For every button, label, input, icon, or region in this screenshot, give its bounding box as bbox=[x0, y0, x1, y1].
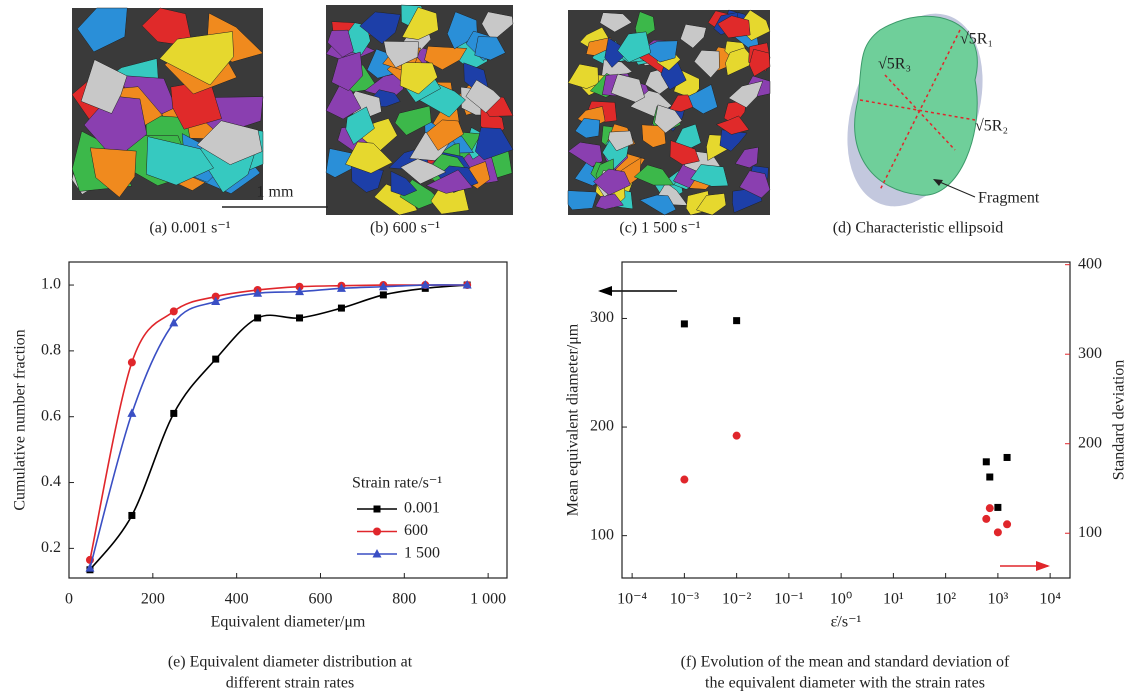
caption: (c) 1 500 s⁻¹ bbox=[619, 220, 700, 237]
plot-frame bbox=[69, 262, 507, 578]
y2-axis-label: Standard deviation bbox=[1111, 360, 1128, 480]
marker bbox=[127, 408, 136, 417]
y-tick-label: 200 bbox=[590, 418, 614, 435]
marker bbox=[254, 314, 261, 321]
marker bbox=[128, 358, 136, 366]
caption: the equivalent diameter with the strain … bbox=[705, 675, 985, 692]
marker bbox=[1003, 520, 1011, 528]
marker bbox=[338, 305, 345, 312]
marker bbox=[1004, 454, 1011, 461]
marker bbox=[170, 307, 178, 315]
legend-label: 0.001 bbox=[404, 500, 440, 517]
y-tick-label: 200 bbox=[1078, 434, 1102, 451]
fragment-label: Fragment bbox=[978, 190, 1040, 207]
x-tick-label: 10³ bbox=[987, 591, 1008, 608]
ellipsoid-label: √5R₁ bbox=[960, 31, 993, 48]
marker bbox=[986, 474, 993, 481]
x-tick-label: 10⁰ bbox=[830, 591, 852, 608]
marker bbox=[994, 528, 1002, 536]
x-tick-label: 600 bbox=[308, 591, 332, 608]
caption: (d) Characteristic ellipsoid bbox=[833, 220, 1004, 237]
marker bbox=[212, 356, 219, 363]
x-tick-label: 400 bbox=[225, 591, 249, 608]
marker bbox=[986, 504, 994, 512]
x-tick-label: 10⁴ bbox=[1039, 591, 1061, 608]
x-tick-label: 800 bbox=[392, 591, 416, 608]
y-tick-label: 0.2 bbox=[41, 539, 61, 556]
plot-frame bbox=[622, 262, 1070, 578]
caption: (f) Evolution of the mean and standard d… bbox=[681, 654, 1010, 671]
ellipsoid-label: √5R₂ bbox=[975, 118, 1008, 135]
y-tick-label: 100 bbox=[1078, 524, 1102, 541]
y-tick-label: 100 bbox=[590, 526, 614, 543]
marker bbox=[374, 506, 381, 513]
marker bbox=[733, 317, 740, 324]
fragment-piece bbox=[568, 191, 597, 210]
marker bbox=[296, 314, 303, 321]
x-tick-label: 10⁻³ bbox=[670, 591, 699, 608]
marker bbox=[128, 512, 135, 519]
y-tick-label: 0.4 bbox=[41, 473, 61, 490]
marker bbox=[373, 528, 381, 536]
marker bbox=[994, 504, 1001, 511]
y-tick-label: 0.6 bbox=[41, 407, 61, 424]
marker bbox=[380, 291, 387, 298]
x-tick-label: 0 bbox=[65, 591, 73, 608]
marker bbox=[170, 410, 177, 417]
x-axis-label: ε̇/s⁻¹ bbox=[831, 614, 862, 631]
marker bbox=[681, 320, 688, 327]
fragment-images bbox=[72, 5, 770, 215]
ellipsoid-label: √5R₃ bbox=[878, 56, 911, 73]
x-tick-label: 10⁻⁴ bbox=[617, 591, 647, 608]
legend-label: 600 bbox=[404, 522, 428, 539]
y-axis-label: Mean equivalent diameter/μm bbox=[565, 323, 582, 516]
caption: different strain rates bbox=[226, 675, 355, 692]
y-tick-label: 300 bbox=[590, 309, 614, 326]
series-line bbox=[90, 285, 467, 560]
y-tick-label: 400 bbox=[1078, 255, 1102, 272]
scale-bar-label: 1 mm bbox=[257, 184, 294, 201]
x-tick-label: 10⁻² bbox=[722, 591, 751, 608]
axis-arrow-head bbox=[1036, 561, 1050, 571]
x-tick-label: 10¹ bbox=[883, 591, 904, 608]
legend-label: 1 500 bbox=[404, 545, 440, 562]
x-tick-label: 200 bbox=[141, 591, 165, 608]
x-tick-label: 10² bbox=[935, 591, 956, 608]
figure: 1 mm √5R₁ √5R₃ √5R₂ Fragment (a) 0.001 s… bbox=[0, 0, 1131, 693]
fragment bbox=[855, 16, 978, 195]
x-tick-label: 1 000 bbox=[470, 591, 506, 608]
caption: (a) 0.001 s⁻¹ bbox=[149, 220, 230, 237]
marker bbox=[680, 476, 688, 484]
marker bbox=[982, 515, 990, 523]
x-tick-label: 10⁻¹ bbox=[774, 591, 803, 608]
y-axis-label: Cumulative number fraction bbox=[12, 329, 29, 510]
axis-arrow-head bbox=[598, 286, 612, 296]
legend-title: Strain rate/s⁻¹ bbox=[352, 475, 442, 492]
y-tick-label: 1.0 bbox=[41, 276, 61, 293]
marker bbox=[733, 432, 741, 440]
marker bbox=[983, 458, 990, 465]
caption: (e) Equivalent diameter distribution at bbox=[168, 654, 413, 671]
y-tick-label: 0.8 bbox=[41, 342, 61, 359]
y-tick-label: 300 bbox=[1078, 345, 1102, 362]
x-axis-label: Equivalent diameter/μm bbox=[211, 614, 366, 631]
caption: (b) 600 s⁻¹ bbox=[370, 220, 440, 237]
